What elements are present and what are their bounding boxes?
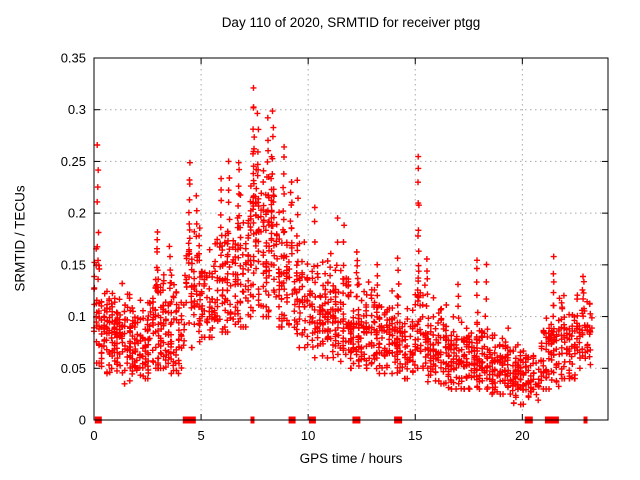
svg-text:0.35: 0.35 — [61, 51, 86, 66]
chart-title: Day 110 of 2020, SRMTID for receiver ptg… — [221, 15, 481, 30]
x-axis-title: GPS time / hours — [299, 451, 403, 466]
svg-text:0: 0 — [90, 428, 97, 443]
gridlines — [95, 59, 607, 419]
y-tick-labels: 0 0.05 0.1 0.15 0.2 0.25 0.3 0.35 — [61, 51, 86, 428]
svg-text:10: 10 — [301, 428, 315, 443]
svg-text:5: 5 — [197, 428, 204, 443]
x-tick-labels: 0 5 10 15 20 — [90, 428, 529, 443]
svg-text:15: 15 — [408, 428, 422, 443]
svg-text:0.2: 0.2 — [68, 206, 86, 221]
svg-text:0: 0 — [79, 413, 86, 428]
svg-text:0.25: 0.25 — [61, 154, 86, 169]
svg-text:0.3: 0.3 — [68, 102, 86, 117]
plot-border — [93, 57, 609, 421]
svg-text:0.1: 0.1 — [68, 309, 86, 324]
svg-text:0.05: 0.05 — [61, 361, 86, 376]
svg-text:20: 20 — [515, 428, 529, 443]
svg-text:0.15: 0.15 — [61, 257, 86, 272]
scatter-points — [91, 84, 595, 408]
